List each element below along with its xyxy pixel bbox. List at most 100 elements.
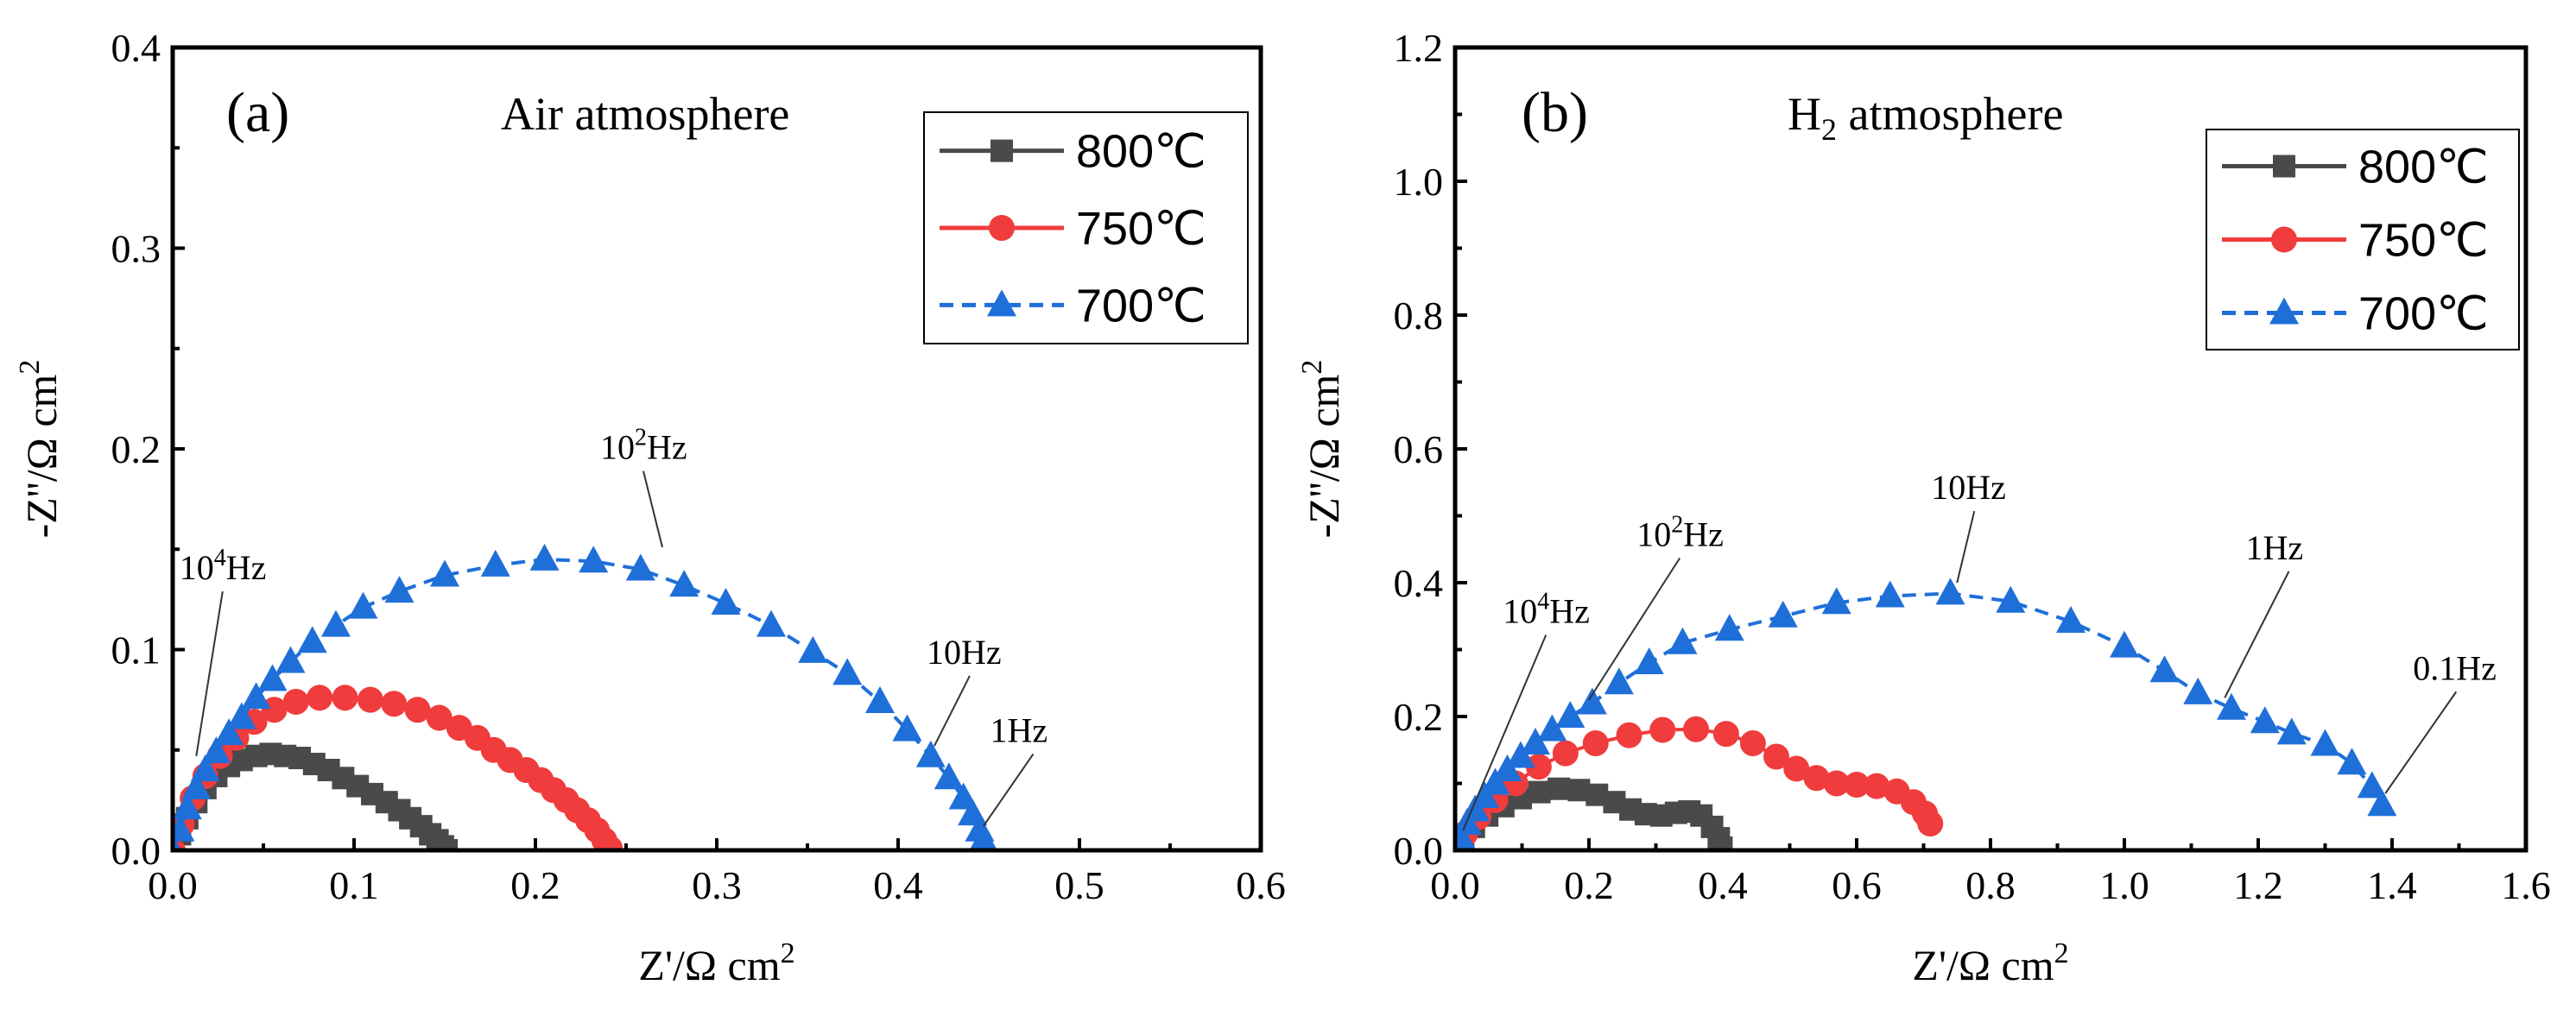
data-point — [915, 740, 946, 767]
annotation-base: 1Hz — [2246, 528, 2304, 567]
y-tick-label: 0.4 — [1394, 561, 1444, 605]
annotation-rest: Hz — [226, 548, 267, 587]
y-tick-label: 0.0 — [111, 829, 161, 873]
y-tick-label: 0.4 — [111, 26, 161, 70]
data-point — [381, 691, 408, 717]
data-point — [865, 685, 895, 713]
data-point — [1521, 728, 1550, 754]
annotation-label: 1Hz — [991, 710, 1048, 749]
data-point — [1935, 578, 1965, 605]
annotation-base: 10 — [1636, 514, 1671, 553]
data-point — [579, 546, 609, 573]
annotation-base: 10 — [180, 548, 214, 587]
data-point — [275, 646, 306, 673]
data-point — [974, 830, 997, 850]
x-tick-label: 0.0 — [1430, 863, 1480, 907]
panel-title: H2 atmosphere — [1788, 88, 2063, 147]
annotation-rest: Hz — [1549, 592, 1590, 631]
panel-title: Air atmosphere — [501, 88, 789, 140]
data-point — [892, 714, 922, 742]
data-point — [1875, 580, 1905, 608]
legend-marker — [2269, 297, 2299, 325]
data-point — [2183, 677, 2213, 704]
annotation-leader-line — [1462, 634, 1547, 831]
data-point — [2357, 771, 2387, 799]
annotation-base: 1Hz — [991, 710, 1048, 749]
y-axis-label: -Z''/Ω cm2 — [14, 360, 66, 539]
data-point — [307, 685, 333, 711]
legend-label: 700℃ — [2358, 288, 2489, 340]
data-point — [1668, 627, 1698, 654]
y-tick-label: 0.2 — [111, 427, 161, 471]
legend-item: 750℃ — [940, 203, 1206, 255]
series-group — [1455, 578, 2397, 850]
data-point — [1917, 811, 1944, 836]
y-tick-label: 0.0 — [1394, 829, 1444, 873]
data-point — [1525, 754, 1552, 780]
annotation-label: 10Hz — [1931, 468, 2006, 507]
data-point — [669, 570, 699, 597]
data-point — [435, 839, 459, 850]
annotation-leader-line — [2224, 571, 2290, 698]
data-point — [261, 697, 288, 723]
legend: 800℃ 750℃ 700℃ — [2206, 129, 2520, 350]
legend-label: 800℃ — [2358, 142, 2489, 193]
series-triangle — [1455, 578, 2397, 850]
y-tick-label: 0.8 — [1394, 294, 1444, 338]
y-tick-label: 1.2 — [1394, 26, 1444, 70]
plot-frame — [1453, 45, 2529, 853]
annotation-superscript: 2 — [635, 425, 647, 451]
y-axis-label-superscript: 2 — [1296, 360, 1328, 375]
frequency-annotation: 102Hz — [600, 425, 687, 548]
x-tick-label: 0.2 — [510, 863, 560, 907]
annotation-leader-line — [982, 753, 1035, 827]
data-point — [1616, 722, 1642, 748]
annotation-base: 10 — [600, 428, 635, 467]
data-point — [404, 697, 431, 723]
data-point — [357, 686, 383, 713]
data-point — [430, 559, 459, 587]
title-main: H — [1788, 88, 1821, 140]
annotation-leader-line — [2384, 691, 2458, 794]
x-tick-label: 1.6 — [2501, 863, 2551, 907]
data-point — [297, 626, 327, 653]
annotation-superscript: 4 — [1537, 589, 1549, 616]
data-point — [257, 664, 288, 691]
x-axis-label-superscript: 2 — [2054, 937, 2069, 969]
data-point — [1821, 587, 1851, 615]
data-point — [173, 814, 195, 842]
data-point — [321, 609, 351, 637]
legend-marker — [991, 139, 1013, 162]
x-tick-label: 0.5 — [1054, 863, 1104, 907]
legend-marker — [2273, 155, 2295, 178]
data-point — [480, 549, 510, 577]
annotation-base: 0.1Hz — [2413, 648, 2497, 687]
data-point — [1864, 773, 1890, 799]
legend-marker — [2271, 226, 2297, 253]
legend: 800℃ 750℃ 700℃ — [923, 111, 1249, 344]
data-point — [1823, 770, 1850, 797]
data-point — [1844, 772, 1870, 799]
data-point — [1552, 740, 1579, 767]
legend-item: 800℃ — [2222, 142, 2489, 193]
data-point — [1714, 614, 1744, 641]
panel-label: (a) — [226, 81, 289, 144]
data-point — [597, 835, 623, 850]
annotation-leader-line — [642, 470, 663, 548]
title-subscript: 2 — [1821, 112, 1837, 147]
y-axis-label-superscript: 2 — [14, 360, 46, 375]
legend-item: 750℃ — [2222, 215, 2489, 267]
series-triangle — [173, 543, 997, 850]
data-point — [226, 702, 256, 729]
series-circle — [1455, 716, 1944, 850]
annotation-base: 10Hz — [1931, 468, 2006, 507]
data-point — [181, 772, 212, 799]
data-point — [1803, 765, 1830, 792]
data-point — [2056, 605, 2085, 633]
y-axis-label-text: -Z''/Ω cm — [17, 374, 66, 538]
annotation-leader-line — [1588, 557, 1681, 701]
x-axis-label: Z'/Ω cm2 — [1912, 937, 2068, 989]
data-point — [2310, 729, 2340, 756]
data-point — [1582, 730, 1609, 756]
data-point — [2217, 692, 2246, 720]
